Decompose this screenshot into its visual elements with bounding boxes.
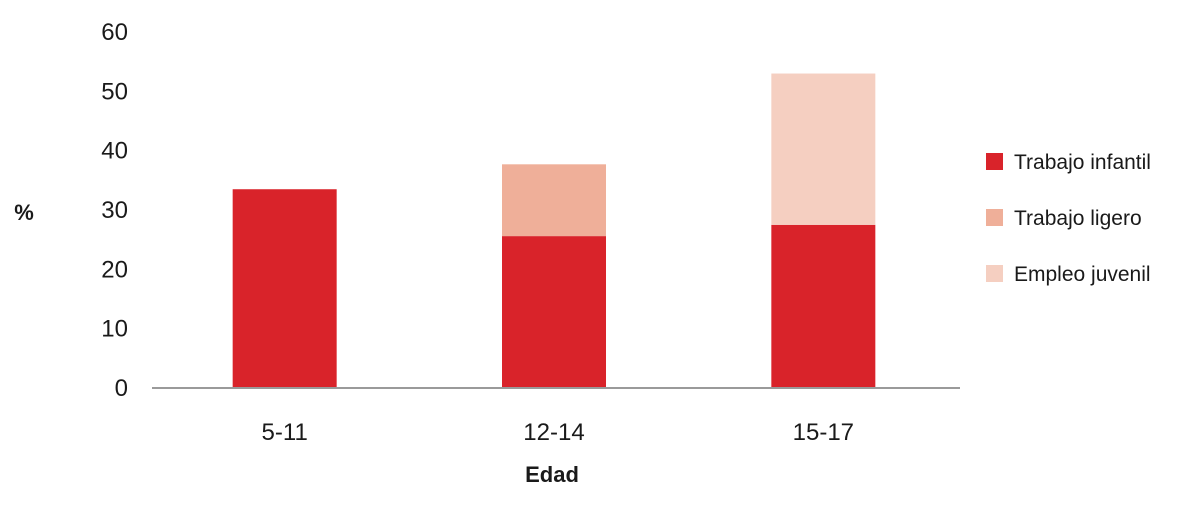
legend: Trabajo infantil Trabajo ligero Empleo juv… [986, 151, 1151, 286]
bars [232, 73, 876, 388]
y-axis-title: % [14, 200, 34, 225]
y-tick-label: 20 [101, 256, 128, 283]
bar-trabajo-ligero-12-14 [502, 164, 606, 237]
x-tick-label: 5-11 [262, 419, 308, 446]
legend-label: Trabajo infantil [1014, 151, 1151, 174]
legend-swatch [986, 265, 1003, 282]
y-axis-ticks: 0 10 20 30 40 50 60 [101, 19, 128, 402]
bar-trabajo-infantil-12-14 [502, 236, 606, 388]
legend-swatch [986, 153, 1003, 170]
y-tick-label: 0 [115, 375, 128, 402]
x-axis-title: Edad [525, 462, 579, 487]
bar-trabajo-infantil-15-17 [771, 224, 876, 388]
x-axis-categories: 5-11 12-14 15-17 [262, 419, 854, 446]
legend-label: Trabajo ligero [1014, 207, 1142, 230]
x-tick-label: 12-14 [523, 419, 584, 446]
bar-empleo-juvenil-15-17 [771, 73, 876, 225]
y-tick-label: 40 [101, 138, 128, 165]
y-tick-label: 30 [101, 197, 128, 224]
legend-label: Empleo juvenil [1014, 263, 1151, 286]
y-tick-label: 60 [101, 19, 128, 46]
y-tick-label: 10 [101, 316, 128, 343]
x-tick-label: 15-17 [793, 419, 854, 446]
y-tick-label: 50 [101, 78, 128, 105]
legend-swatch [986, 209, 1003, 226]
bar-trabajo-infantil-5-11 [232, 189, 337, 388]
